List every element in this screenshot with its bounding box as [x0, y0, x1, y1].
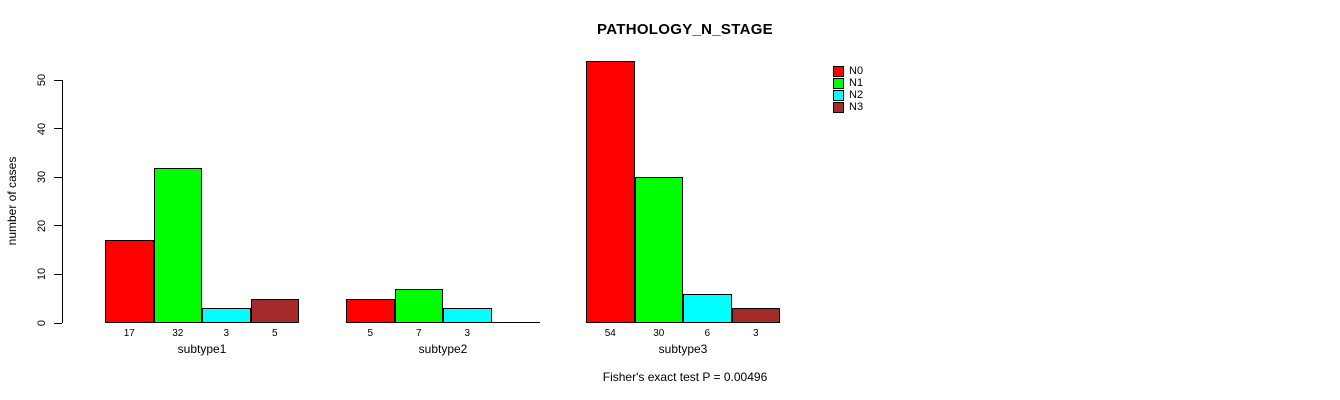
bar-n1-subtype3	[634, 177, 683, 323]
bar-n2-subtype1	[202, 308, 251, 323]
bar-value-label: 54	[604, 328, 616, 339]
legend-swatch-n2	[833, 89, 844, 101]
bar-value-label: 6	[704, 328, 711, 339]
y-tick-label: 0	[36, 319, 48, 327]
bar-n3-subtype3	[731, 308, 780, 323]
bar-value-label: 5	[271, 328, 278, 339]
bar-n1-subtype1	[153, 168, 202, 323]
legend-item-n2: N2	[833, 89, 863, 101]
bar-n2-subtype2	[443, 308, 492, 323]
chart-title: PATHOLOGY_N_STAGE	[597, 21, 773, 38]
y-axis-line	[62, 80, 63, 323]
bar-n1-subtype2	[394, 289, 443, 323]
bar-value-label: 32	[172, 328, 184, 339]
legend-swatch-n0	[833, 65, 844, 77]
bar-value-label: 5	[367, 328, 374, 339]
legend-label-n3: N3	[849, 101, 864, 113]
bar-value-label: 30	[653, 328, 665, 339]
bar-value-label: 7	[415, 328, 422, 339]
bar-n0-subtype2	[346, 299, 395, 323]
y-tick-label: 20	[36, 219, 48, 233]
bar-n2-subtype3	[683, 294, 732, 323]
y-tick-mark	[54, 273, 62, 275]
bar-n0-subtype3	[586, 61, 635, 323]
legend-label-n0: N0	[849, 65, 864, 77]
y-tick-mark	[54, 225, 62, 227]
bar-zero-n3-subtype2	[491, 322, 540, 323]
bar-value-label: 3	[752, 328, 759, 339]
bar-value-label: 17	[123, 328, 135, 339]
y-tick-mark	[54, 322, 62, 324]
y-tick-label: 50	[36, 74, 48, 87]
legend-label-n1: N1	[849, 77, 864, 89]
x-axis-label-subtype3: subtype3	[658, 342, 708, 356]
legend-item-n1: N1	[833, 77, 863, 89]
y-tick-mark	[54, 176, 62, 178]
y-axis-label: number of cases	[5, 156, 19, 246]
legend-item-n0: N0	[833, 65, 863, 77]
legend-label-n2: N2	[849, 89, 864, 101]
legend-item-n3: N3	[833, 101, 863, 113]
bar-value-label: 3	[464, 328, 471, 339]
bar-value-label: 3	[223, 328, 230, 339]
bar-n3-subtype1	[250, 299, 299, 323]
fisher-test-annotation: Fisher's exact test P = 0.00496	[602, 370, 768, 384]
bar-n0-subtype1	[105, 240, 154, 323]
y-tick-label: 10	[36, 268, 48, 281]
legend-swatch-n3	[833, 101, 844, 113]
y-tick-mark	[54, 79, 62, 81]
legend: N0 N1 N2 N3	[833, 65, 863, 113]
x-axis-label-subtype1: subtype1	[177, 342, 227, 356]
y-tick-mark	[54, 128, 62, 130]
legend-swatch-n1	[833, 77, 844, 89]
x-axis-label-subtype2: subtype2	[418, 342, 468, 356]
y-tick-label: 30	[36, 171, 48, 184]
y-tick-label: 40	[36, 122, 48, 135]
